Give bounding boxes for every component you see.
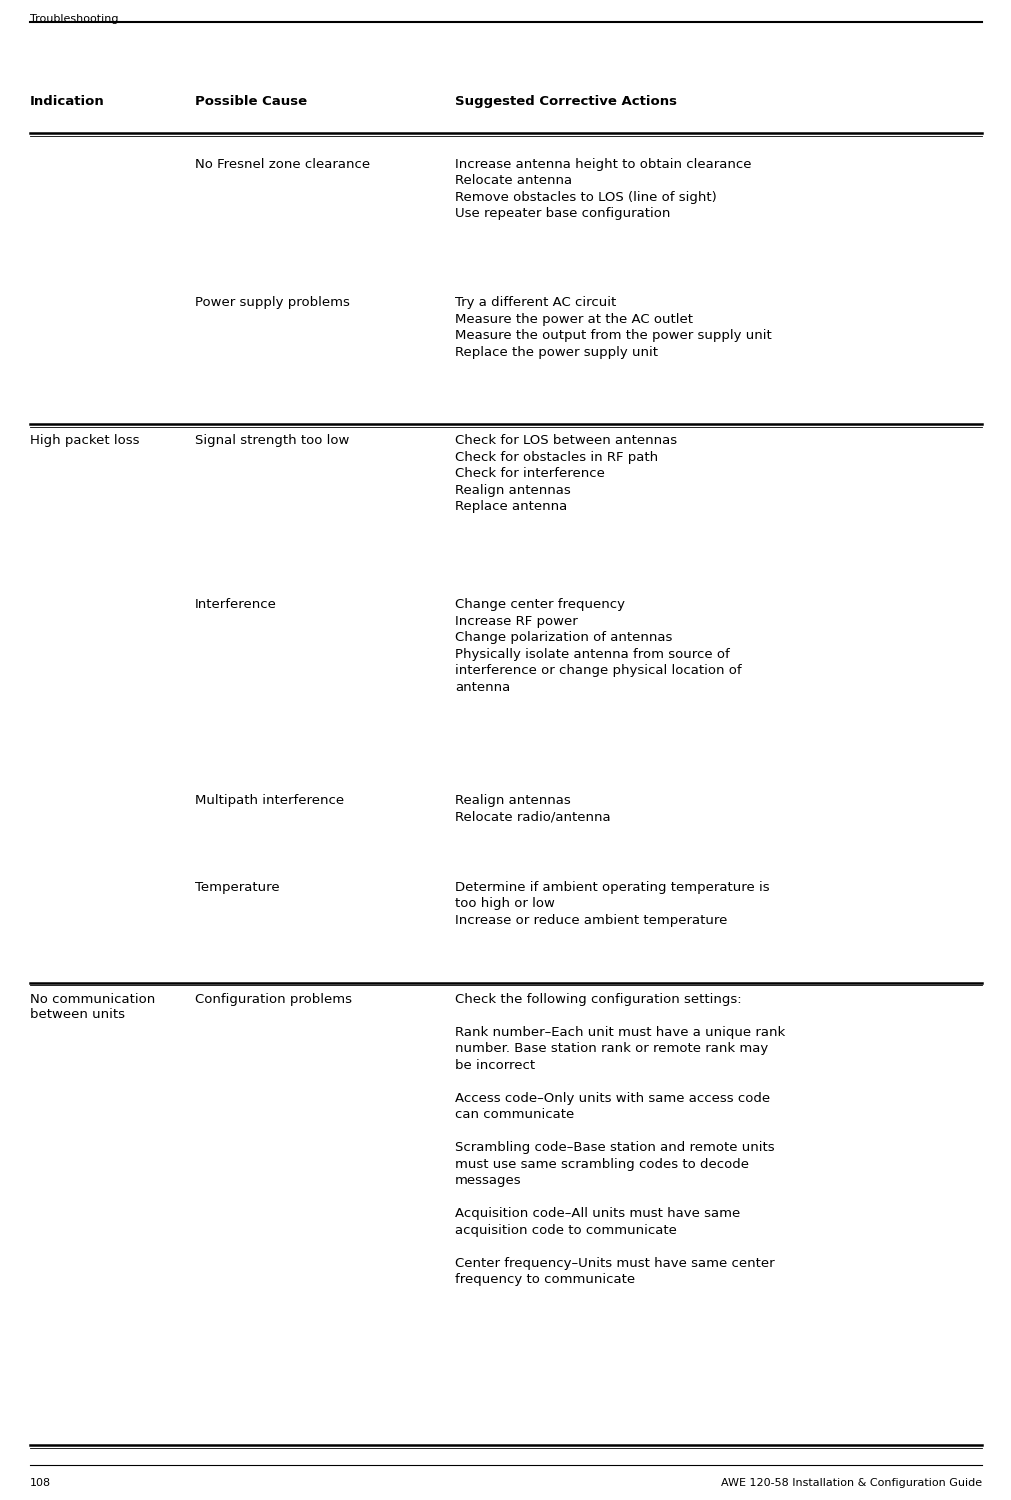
Text: High packet loss: High packet loss — [30, 433, 140, 447]
Text: Determine if ambient operating temperature is
too high or low
Increase or reduce: Determine if ambient operating temperatu… — [455, 880, 768, 927]
Text: Interference: Interference — [195, 598, 277, 610]
Text: Suggested Corrective Actions: Suggested Corrective Actions — [455, 94, 676, 108]
Text: Change center frequency
Increase RF power
Change polarization of antennas
Physic: Change center frequency Increase RF powe… — [455, 598, 741, 693]
Text: No Fresnel zone clearance: No Fresnel zone clearance — [195, 158, 370, 171]
Text: Realign antennas
Relocate radio/antenna: Realign antennas Relocate radio/antenna — [455, 795, 610, 824]
Text: Try a different AC circuit
Measure the power at the AC outlet
Measure the output: Try a different AC circuit Measure the p… — [455, 296, 771, 358]
Text: Signal strength too low: Signal strength too low — [195, 433, 349, 447]
Text: Configuration problems: Configuration problems — [195, 993, 352, 1006]
Text: Increase antenna height to obtain clearance
Relocate antenna
Remove obstacles to: Increase antenna height to obtain cleara… — [455, 158, 751, 220]
Text: Troubleshooting: Troubleshooting — [30, 13, 118, 24]
Text: No communication
between units: No communication between units — [30, 993, 155, 1022]
Text: Possible Cause: Possible Cause — [195, 94, 306, 108]
Text: Check the following configuration settings:

Rank number–Each unit must have a u: Check the following configuration settin… — [455, 993, 785, 1287]
Text: Indication: Indication — [30, 94, 105, 108]
Text: Power supply problems: Power supply problems — [195, 296, 350, 309]
Text: Temperature: Temperature — [195, 880, 279, 894]
Text: Multipath interference: Multipath interference — [195, 795, 344, 807]
Text: AWE 120-58 Installation & Configuration Guide: AWE 120-58 Installation & Configuration … — [720, 1478, 981, 1488]
Text: 108: 108 — [30, 1478, 52, 1488]
Text: Check for LOS between antennas
Check for obstacles in RF path
Check for interfer: Check for LOS between antennas Check for… — [455, 433, 676, 513]
